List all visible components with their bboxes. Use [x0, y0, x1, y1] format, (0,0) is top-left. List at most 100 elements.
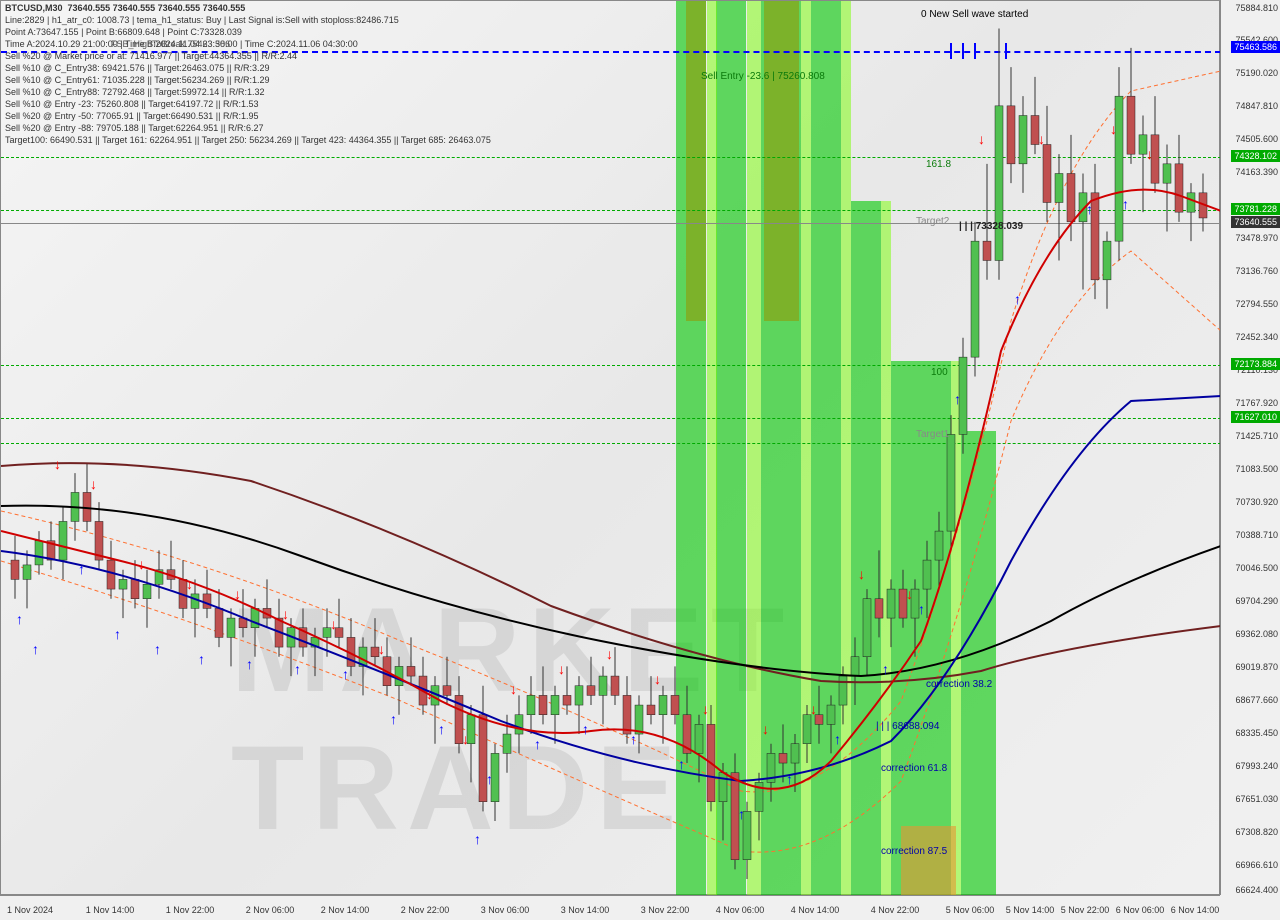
- arrow-up-icon: ↑: [486, 771, 493, 787]
- arrow-down-icon: ↓: [702, 701, 709, 717]
- band: [951, 361, 961, 896]
- y-axis-price-box: 75463.586: [1231, 41, 1280, 53]
- arrow-up-icon: ↑: [738, 806, 745, 822]
- y-axis-label: 69362.080: [1235, 629, 1278, 639]
- arrow-up-icon: ↑: [678, 756, 685, 772]
- arrow-up-icon: ↑: [198, 651, 205, 667]
- band: [686, 1, 706, 321]
- x-axis-label: 5 Nov 06:00: [946, 905, 995, 915]
- arrow-down-icon: ↓: [186, 576, 193, 592]
- symbol-header: BTCUSD,M30 73640.555 73640.555 73640.555…: [5, 3, 245, 13]
- x-axis-label: 3 Nov 14:00: [561, 905, 610, 915]
- arrow-down-icon: ↓: [654, 671, 661, 687]
- info-line: Sell %10 @ C_Entry88: 72792.468 || Targe…: [5, 87, 264, 97]
- info-line: Sell %20 @ Entry -50: 77065.91 || Target…: [5, 111, 258, 121]
- y-axis-label: 74505.600: [1235, 134, 1278, 144]
- horizontal-line: [1, 210, 1221, 211]
- info-line: Sell %10 @ Entry -23: 75260.808 || Targe…: [5, 99, 258, 109]
- band: [891, 361, 951, 896]
- arrow-down-icon: ↓: [138, 556, 145, 572]
- info-line: Sell %20 @ Entry -88: 79705.188 || Targe…: [5, 123, 263, 133]
- chart-container: MARKET TRADE BTCUSD,M30 73640.555 73640.…: [0, 0, 1280, 920]
- arrow-up-icon: ↑: [882, 661, 889, 677]
- band: [716, 1, 746, 896]
- arrow-down-icon: ↓: [858, 566, 865, 582]
- arrow-up-icon: ↑: [1086, 201, 1093, 217]
- info-line: Sell %10 @ C_Entry38: 69421.576 || Targe…: [5, 63, 270, 73]
- y-axis-label: 71425.710: [1235, 431, 1278, 441]
- x-axis-label: 5 Nov 14:00: [1006, 905, 1055, 915]
- extra-info: FSB_HighToBreak 75463.586: [111, 39, 230, 49]
- x-axis-label: 4 Nov 22:00: [871, 905, 920, 915]
- y-axis-label: 71083.500: [1235, 464, 1278, 474]
- y-axis: 75884.81075542.60075190.02074847.8107450…: [1220, 0, 1280, 895]
- arrow-up-icon: ↑: [114, 626, 121, 642]
- arrow-down-icon: ↓: [1110, 121, 1117, 137]
- y-axis-label: 72452.340: [1235, 332, 1278, 342]
- x-axis-label: 1 Nov 22:00: [166, 905, 215, 915]
- arrow-down-icon: ↓: [426, 686, 433, 702]
- arrow-up-icon: ↑: [534, 736, 541, 752]
- arrow-up-icon: ↑: [834, 731, 841, 747]
- y-axis-label: 66624.400: [1235, 885, 1278, 895]
- annotation-fib-100: 100: [931, 367, 948, 378]
- y-axis-label: 67308.820: [1235, 827, 1278, 837]
- info-line: Line:2829 | h1_atr_c0: 1008.73 | tema_h1…: [5, 15, 399, 25]
- arrow-up-icon: ↑: [582, 721, 589, 737]
- y-axis-label: 74847.810: [1235, 101, 1278, 111]
- y-axis-label: 68335.450: [1235, 728, 1278, 738]
- x-axis-label: 4 Nov 06:00: [716, 905, 765, 915]
- arrow-up-icon: ↑: [474, 831, 481, 847]
- arrow-down-icon: ↓: [510, 681, 517, 697]
- arrow-down-icon: ↓: [234, 586, 241, 602]
- annotation-fib-161: 161.8: [926, 159, 951, 170]
- annotation-sell-wave: 0 New Sell wave started: [921, 9, 1028, 20]
- annotation-corr-382: correction 38.2: [926, 679, 992, 690]
- x-axis-label: 5 Nov 22:00: [1061, 905, 1110, 915]
- band: [764, 1, 799, 321]
- x-axis-label: 4 Nov 14:00: [791, 905, 840, 915]
- arrow-up-icon: ↑: [954, 391, 961, 407]
- x-axis-label: 2 Nov 06:00: [246, 905, 295, 915]
- arrow-up-icon: ↑: [438, 721, 445, 737]
- arrow-down-icon: ↓: [282, 606, 289, 622]
- annotation-corr-875: correction 87.5: [881, 846, 947, 857]
- info-line: Sell %20 @ Market price or at: 71416.977…: [5, 51, 297, 61]
- arrow-down-icon: ↓: [90, 476, 97, 492]
- arrow-up-icon: ↑: [16, 611, 23, 627]
- band: [881, 201, 891, 896]
- annotation-price-73328: | | | 73328.039: [959, 221, 1023, 232]
- horizontal-line: [1, 223, 1221, 224]
- y-axis-label: 69704.290: [1235, 596, 1278, 606]
- arrow-down-icon: ↓: [762, 721, 769, 737]
- x-axis-label: 3 Nov 22:00: [641, 905, 690, 915]
- band: [961, 431, 996, 896]
- horizontal-line: [1, 365, 1221, 366]
- arrow-down-icon: ↓: [54, 456, 61, 472]
- arrow-up-icon: ↑: [1122, 196, 1129, 212]
- y-axis-label: 69019.870: [1235, 662, 1278, 672]
- arrow-up-icon: ↑: [154, 641, 161, 657]
- x-axis-label: 2 Nov 22:00: [401, 905, 450, 915]
- y-axis-label: 74163.390: [1235, 167, 1278, 177]
- arrow-down-icon: ↓: [462, 731, 469, 747]
- y-axis-label: 72794.550: [1235, 299, 1278, 309]
- chart-plot-area[interactable]: MARKET TRADE BTCUSD,M30 73640.555 73640.…: [0, 0, 1220, 895]
- horizontal-line: [1, 443, 1221, 444]
- annotation-corr-618: correction 61.8: [881, 763, 947, 774]
- arrow-up-icon: ↑: [78, 561, 85, 577]
- arrow-up-icon: ↑: [390, 711, 397, 727]
- y-axis-price-box: 72173.884: [1231, 358, 1280, 370]
- arrow-down-icon: ↓: [810, 701, 817, 717]
- info-line: Target100: 66490.531 || Target 161: 6226…: [5, 135, 491, 145]
- arrow-up-icon: ↑: [32, 641, 39, 657]
- arrow-down-icon: ↓: [378, 641, 385, 657]
- arrow-up-icon: ↑: [630, 731, 637, 747]
- arrow-up-icon: ↑: [1014, 291, 1021, 307]
- arrow-down-icon: ↓: [330, 616, 337, 632]
- x-axis-label: 2 Nov 14:00: [321, 905, 370, 915]
- x-axis-label: 1 Nov 14:00: [86, 905, 135, 915]
- y-axis-label: 73478.970: [1235, 233, 1278, 243]
- x-axis-label: 6 Nov 06:00: [1116, 905, 1165, 915]
- band: [747, 1, 761, 896]
